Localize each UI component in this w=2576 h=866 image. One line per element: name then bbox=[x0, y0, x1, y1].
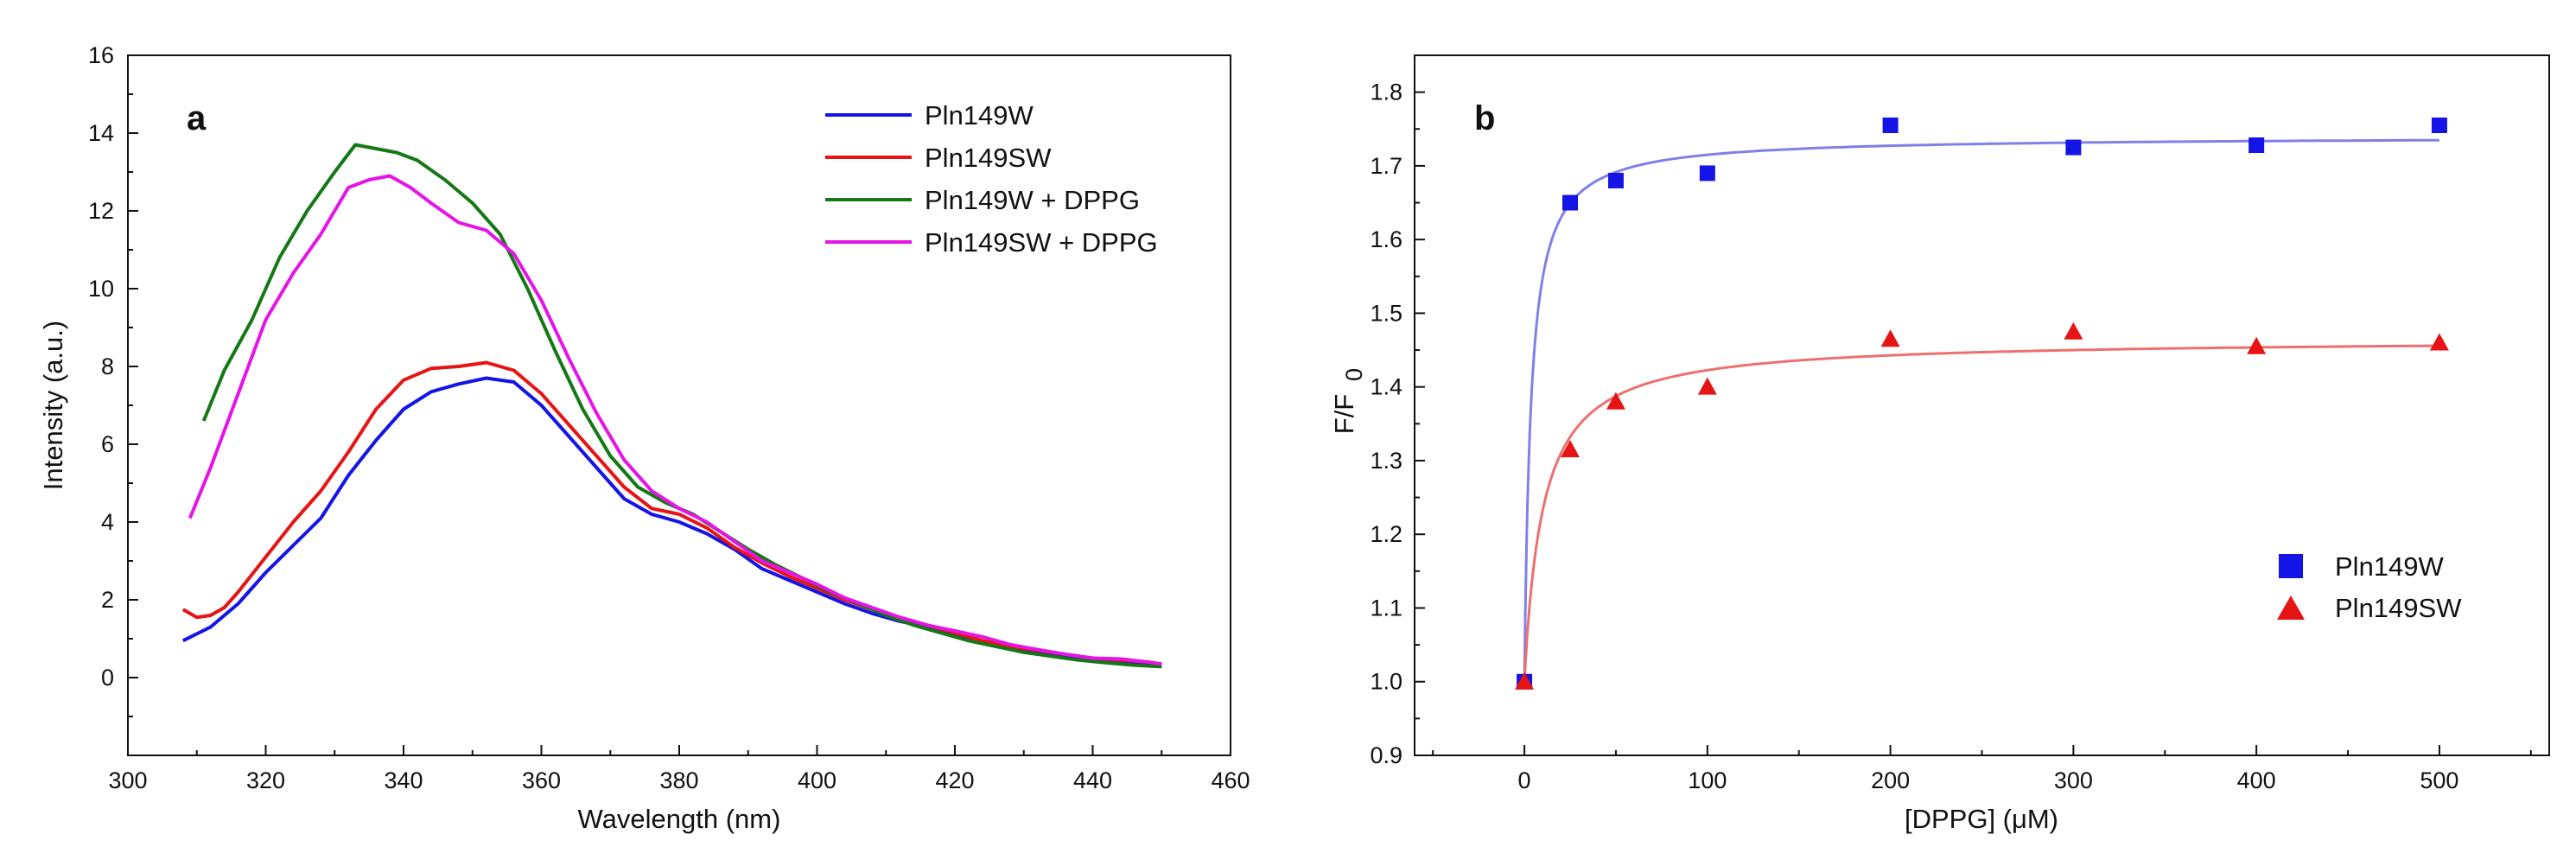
chart-a-series bbox=[181, 143, 1162, 669]
chart-b-y-tick-label-1.4: 1.4 bbox=[1370, 374, 1402, 400]
chart-a-x-tick-label-360: 360 bbox=[522, 767, 561, 793]
chart-b-y-tick-label-1.3: 1.3 bbox=[1370, 448, 1402, 474]
chart-a-legend-label-pln149sw: Pln149SW bbox=[925, 143, 1052, 173]
chart-b-y-tick-label-1.1: 1.1 bbox=[1370, 595, 1402, 621]
chart-b-x-tick-label-100: 100 bbox=[1688, 767, 1727, 793]
chart-a-plot-area bbox=[127, 54, 1231, 756]
chart-a-panel-label: a bbox=[187, 99, 207, 137]
chart-b-point-pln149w-200 bbox=[1882, 118, 1899, 133]
chart-a-y-tick-label-4: 4 bbox=[101, 509, 114, 535]
chart-b-legend-marker-pln149sw bbox=[2277, 595, 2305, 620]
chart-a-legend-label-pln149sw-dppg: Pln149SW + DPPG bbox=[925, 227, 1158, 258]
chart-b-point-pln149sw-300 bbox=[2064, 322, 2083, 340]
chart-b-points bbox=[1515, 118, 2449, 690]
chart-b-x-tick-label-300: 300 bbox=[2054, 767, 2093, 793]
chart-a-ticks: 300 320 340 360 380 400 420 440 460 0 2 4 6 8 10 12 14 16 bbox=[88, 42, 1250, 793]
chart-a-y-tick-label-16: 16 bbox=[88, 42, 114, 68]
chart-b: 0 100 200 300 400 500 0.9 1.0 1.1 1.2 1.3 1.4 1.5 1.6… bbox=[1329, 54, 2550, 834]
chart-a-x-tick-label-440: 440 bbox=[1073, 767, 1112, 793]
chart-b-y-axis-title: F/F bbox=[1329, 394, 1359, 435]
chart-a-x-tick-label-300: 300 bbox=[108, 767, 147, 793]
chart-b-y-tick-label-1.0: 1.0 bbox=[1370, 669, 1402, 695]
chart-a-series-pln149sw-dppg bbox=[188, 174, 1162, 666]
chart-b-plot-area bbox=[1414, 54, 2550, 756]
chart-b-fit-pln149w bbox=[1523, 138, 2439, 682]
chart-a: 300 320 340 360 380 400 420 440 460 0 2 4 6 8 10 12 14 16… bbox=[38, 42, 1250, 834]
chart-a-x-tick-label-320: 320 bbox=[246, 767, 285, 793]
chart-a-series-pln149sw bbox=[181, 360, 1162, 666]
chart-a-y-tick-label-14: 14 bbox=[88, 120, 114, 146]
chart-a-y-axis-title: Intensity (a.u.) bbox=[38, 321, 68, 490]
chart-a-x-tick-label-460: 460 bbox=[1211, 767, 1250, 793]
chart-b-legend: Pln149W Pln149SW bbox=[2277, 551, 2462, 623]
chart-b-point-pln149w-500 bbox=[2431, 118, 2447, 133]
chart-b-point-pln149sw-400 bbox=[2247, 336, 2267, 354]
chart-a-legend: Pln149W Pln149SW Pln149W + DPPG Pln149SW… bbox=[825, 100, 1158, 258]
chart-a-legend-label-pln149w-dppg: Pln149W + DPPG bbox=[925, 185, 1140, 215]
chart-b-point-pln149w-100 bbox=[1699, 165, 1715, 181]
chart-b-point-pln149sw-50 bbox=[1606, 392, 1625, 410]
chart-a-legend-label-pln149w: Pln149W bbox=[925, 100, 1034, 131]
chart-b-fit-pln149sw bbox=[1523, 344, 2439, 682]
chart-b-y-axis-title-group: F/F 0 bbox=[1329, 368, 1367, 434]
chart-b-y-tick-label-1.2: 1.2 bbox=[1370, 521, 1402, 547]
chart-b-y-tick-label-1.5: 1.5 bbox=[1370, 300, 1402, 326]
chart-b-y-tick-label-1.6: 1.6 bbox=[1370, 226, 1402, 252]
chart-b-legend-label-pln149w: Pln149W bbox=[2335, 551, 2445, 582]
chart-b-point-pln149w-25 bbox=[1562, 194, 1579, 211]
chart-b-point-pln149sw-500 bbox=[2429, 333, 2449, 351]
chart-a-y-tick-label-2: 2 bbox=[101, 587, 114, 613]
chart-b-point-pln149sw-25 bbox=[1561, 440, 1581, 458]
chart-a-x-tick-label-380: 380 bbox=[659, 767, 698, 793]
chart-b-x-axis-title: [DPPG] (μM) bbox=[1905, 804, 2058, 834]
chart-b-fit-curves bbox=[1523, 138, 2439, 682]
chart-b-point-pln149w-400 bbox=[2248, 137, 2265, 154]
chart-b-x-tick-label-0: 0 bbox=[1518, 767, 1531, 793]
chart-a-y-tick-label-10: 10 bbox=[88, 276, 114, 302]
chart-b-ticks: 0 100 200 300 400 500 0.9 1.0 1.1 1.2 1.3 1.4 1.5 1.6… bbox=[1370, 80, 2532, 793]
chart-b-point-pln149w-300 bbox=[2065, 139, 2082, 156]
chart-b-point-pln149sw-200 bbox=[1880, 329, 1900, 347]
chart-a-x-tick-label-400: 400 bbox=[798, 767, 836, 793]
chart-b-point-pln149sw-100 bbox=[1697, 377, 1717, 395]
chart-a-x-axis-title: Wavelength (nm) bbox=[578, 804, 781, 834]
chart-a-y-tick-label-6: 6 bbox=[101, 431, 114, 457]
chart-b-x-tick-label-500: 500 bbox=[2420, 767, 2458, 793]
chart-b-point-pln149sw-0 bbox=[1515, 672, 1535, 690]
chart-a-x-tick-label-420: 420 bbox=[935, 767, 974, 793]
chart-a-x-tick-label-340: 340 bbox=[384, 767, 423, 793]
chart-b-y-axis-title-subscript: 0 bbox=[1341, 368, 1367, 381]
chart-a-y-tick-label-0: 0 bbox=[101, 665, 114, 691]
chart-a-y-tick-label-8: 8 bbox=[101, 353, 114, 379]
chart-b-point-pln149w-50 bbox=[1607, 172, 1624, 188]
chart-b-y-tick-label-1.7: 1.7 bbox=[1370, 153, 1402, 179]
chart-a-series-pln149w-dppg bbox=[201, 143, 1162, 669]
chart-b-panel-label: b bbox=[1474, 99, 1495, 137]
chart-b-x-tick-label-200: 200 bbox=[1871, 767, 1910, 793]
chart-b-x-tick-label-400: 400 bbox=[2237, 767, 2276, 793]
chart-b-y-tick-label-1.8: 1.8 bbox=[1370, 80, 1402, 105]
chart-b-legend-label-pln149sw: Pln149SW bbox=[2335, 593, 2462, 623]
chart-b-y-tick-label-0.9: 0.9 bbox=[1370, 742, 1402, 768]
chart-a-y-tick-label-12: 12 bbox=[88, 198, 114, 224]
chart-b-legend-marker-pln149w bbox=[2279, 554, 2303, 578]
